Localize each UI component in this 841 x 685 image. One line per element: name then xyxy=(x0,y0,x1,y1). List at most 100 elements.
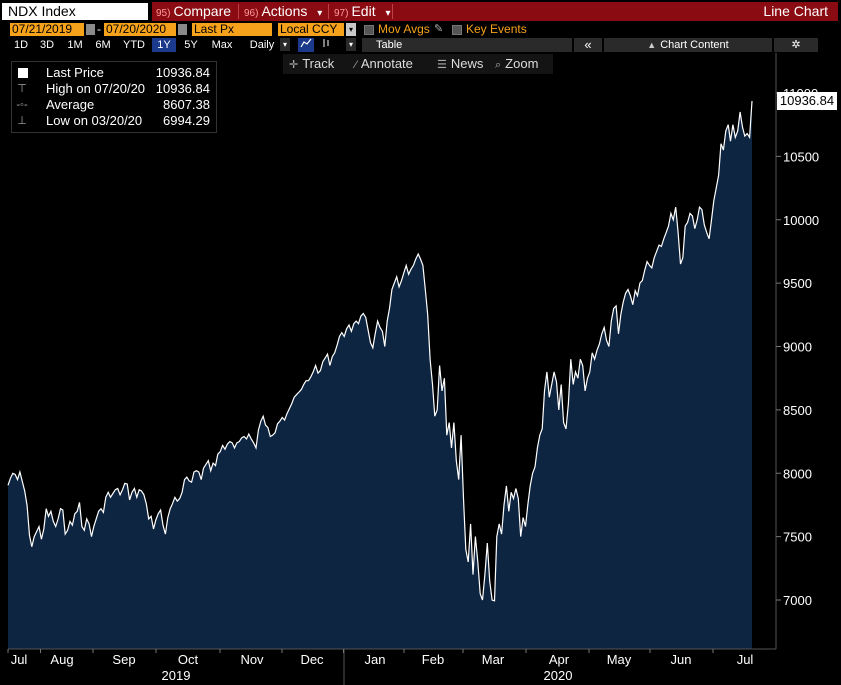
frequency-select[interactable]: Daily xyxy=(249,39,275,51)
edit-shortcut: 97) xyxy=(334,8,349,19)
y-tick-label: 9000 xyxy=(783,340,812,355)
y-tick-label: 8500 xyxy=(783,403,812,418)
x-year-label: 2020 xyxy=(544,668,573,683)
key-events-label: Key Events xyxy=(466,22,527,36)
price-area xyxy=(8,101,752,649)
x-month-label: May xyxy=(607,652,632,667)
legend-label: Average xyxy=(46,97,95,112)
zoom-button[interactable]: ⌕ Zoom xyxy=(495,54,538,74)
menu-divider xyxy=(238,4,239,19)
end-date-field[interactable]: 07/20/2020 xyxy=(104,23,176,36)
low-marker-icon: ⊥ xyxy=(17,115,27,127)
crosshair-icon: ✛ xyxy=(289,59,299,71)
x-month-label: Dec xyxy=(300,652,324,667)
chart-type-title: Line Chart xyxy=(763,3,828,19)
frequency-dropdown-icon[interactable]: ▾ xyxy=(280,38,290,51)
settings-icon[interactable]: ✲ xyxy=(774,38,818,52)
annotate-button[interactable]: ⁄ Annotate xyxy=(355,54,413,74)
y-tick-label: 7500 xyxy=(783,530,812,545)
period-button-6m[interactable]: 6M xyxy=(95,39,111,51)
period-button-ytd[interactable]: YTD xyxy=(123,39,145,51)
compare-label: Compare xyxy=(173,3,232,19)
key-events-checkbox[interactable] xyxy=(452,25,462,35)
line-style-icon[interactable] xyxy=(298,38,314,52)
chart-toolbar: ✛ Track ⁄ Annotate ☰ News ⌕ Zoom xyxy=(283,54,553,74)
period-button-max[interactable]: Max xyxy=(211,39,233,51)
period-button-3d[interactable]: 3D xyxy=(39,39,55,51)
calendar-icon[interactable] xyxy=(86,24,95,35)
chart-legend[interactable]: Last Price 10936.84 ⊤ High on 07/20/20 1… xyxy=(11,61,217,133)
x-month-label: Mar xyxy=(482,652,505,667)
legend-label: Last Price xyxy=(46,65,104,80)
legend-label: High on 07/20/20 xyxy=(46,81,146,96)
price-line xyxy=(7,100,753,602)
news-button[interactable]: ☰ News xyxy=(437,54,483,74)
annotate-label: Annotate xyxy=(360,56,413,71)
mov-avgs-label: Mov Avgs xyxy=(378,22,430,36)
compare-button[interactable]: 95) Compare xyxy=(156,2,231,21)
ohlc-icon xyxy=(323,39,329,47)
last-price-tag: 10936.84 xyxy=(777,92,837,110)
price-chart[interactable]: 700075008000850090009500100001050011000 … xyxy=(0,53,841,685)
x-month-label: Jun xyxy=(671,652,692,667)
actions-button[interactable]: 96) Actions ▾ xyxy=(244,2,322,21)
x-month-label: Sep xyxy=(112,652,135,667)
mov-avgs-checkbox[interactable] xyxy=(364,25,374,35)
y-tick-label: 10000 xyxy=(783,213,819,228)
legend-value: 6994.29 xyxy=(163,113,210,128)
x-month-label: Nov xyxy=(240,652,264,667)
period-button-1y[interactable]: 1Y xyxy=(152,38,176,52)
price-field-select[interactable]: Last Px xyxy=(192,23,272,36)
legend-row-low: ⊥ Low on 03/20/20 6994.29 xyxy=(12,113,216,129)
legend-row-average: -◦- Average 8607.38 xyxy=(12,97,216,113)
x-axis-ticks: Jul Aug Sep Oct Nov Dec Jan Feb Mar Apr May Jun Jul 2… xyxy=(7,649,754,683)
x-month-label: Feb xyxy=(422,652,444,667)
table-button[interactable]: Table xyxy=(362,38,572,52)
x-month-label: Jul xyxy=(737,652,754,667)
bar-style-icon[interactable] xyxy=(318,38,334,52)
zoom-icon: ⌕ xyxy=(495,59,502,71)
x-month-label: Apr xyxy=(549,652,570,667)
zoom-label: Zoom xyxy=(505,56,539,71)
square-icon xyxy=(18,68,28,78)
legend-label: Low on 03/20/20 xyxy=(46,113,143,128)
compare-shortcut: 95) xyxy=(156,8,171,19)
top-bar: NDX Index 95) Compare 96) Actions ▾ 97) Edi… xyxy=(0,0,841,22)
track-label: Track xyxy=(302,56,335,71)
x-month-label: Aug xyxy=(50,652,73,667)
news-icon: ☰ xyxy=(437,59,447,71)
x-month-label: Jan xyxy=(365,652,386,667)
legend-value: 10936.84 xyxy=(155,81,210,96)
y-tick-label: 9500 xyxy=(783,276,812,291)
period-button-1m[interactable]: 1M xyxy=(67,39,83,51)
edit-dropdown-icon: ▾ xyxy=(385,8,391,19)
legend-value: 8607.38 xyxy=(163,97,210,112)
chart-content-button[interactable]: ▲ Chart Content xyxy=(604,38,772,52)
period-button-1d[interactable]: 1D xyxy=(13,39,29,51)
edit-label: Edit xyxy=(351,3,376,19)
collapse-icon[interactable]: « xyxy=(574,38,602,52)
menu-bar: 95) Compare 96) Actions ▾ 97) Edit ▾ Line C… xyxy=(152,2,838,21)
period-button-5y[interactable]: 5Y xyxy=(184,39,198,51)
y-tick-label: 10500 xyxy=(783,149,819,164)
currency-dropdown-icon[interactable]: ▾ xyxy=(346,23,356,36)
news-label: News xyxy=(450,56,484,71)
actions-dropdown-icon: ▾ xyxy=(317,8,323,19)
start-date-field[interactable]: 07/21/2019 xyxy=(10,23,84,36)
actions-label: Actions xyxy=(261,3,308,19)
ticker-field[interactable]: NDX Index xyxy=(2,3,148,20)
date-range-bar: 07/21/2019 - 07/20/2020 Last Px Local CC… xyxy=(0,22,841,37)
style-dropdown-icon[interactable]: ▾ xyxy=(346,38,356,51)
track-button[interactable]: ✛ Track xyxy=(289,54,334,74)
high-marker-icon: ⊤ xyxy=(17,83,27,95)
calendar-icon[interactable] xyxy=(178,24,187,35)
date-separator: - xyxy=(97,22,101,36)
legend-row-last-price: Last Price 10936.84 xyxy=(12,65,216,81)
area-layer xyxy=(7,100,753,649)
currency-select[interactable]: Local CCY xyxy=(278,23,344,36)
legend-row-high: ⊤ High on 07/20/20 10936.84 xyxy=(12,81,216,97)
annotate-icon: ⁄ xyxy=(355,59,357,71)
chart-content-icon: ▲ xyxy=(647,40,657,50)
edit-button[interactable]: 97) Edit ▾ xyxy=(334,2,391,21)
pencil-icon[interactable]: ✎ xyxy=(434,23,444,35)
